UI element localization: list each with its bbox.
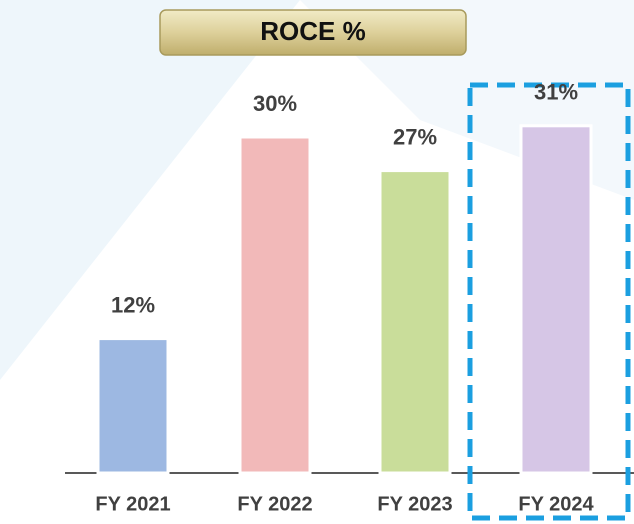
x-tick-label: FY 2024 bbox=[518, 493, 594, 515]
bar bbox=[519, 124, 593, 475]
value-label: 27% bbox=[393, 124, 437, 149]
chart-title: ROCE % bbox=[260, 16, 365, 46]
value-label: 12% bbox=[111, 292, 155, 317]
bar bbox=[378, 169, 452, 475]
x-tick-label: FY 2022 bbox=[237, 493, 312, 515]
value-label: 31% bbox=[534, 80, 578, 105]
value-label: 30% bbox=[253, 91, 297, 116]
bar bbox=[238, 135, 312, 475]
x-tick-label: FY 2021 bbox=[95, 493, 170, 515]
title-box bbox=[159, 9, 467, 56]
x-tick-label: FY 2023 bbox=[377, 493, 452, 515]
background-shape bbox=[0, 0, 300, 380]
bar bbox=[96, 337, 170, 475]
